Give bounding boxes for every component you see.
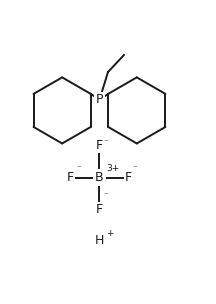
Text: F: F [96,203,103,216]
Text: +: + [106,229,113,238]
Text: F: F [96,139,103,152]
Text: ⁻: ⁻ [132,165,137,174]
Text: 3+: 3+ [106,164,119,173]
Text: P: P [96,93,103,106]
Text: F: F [67,171,74,184]
Text: ⁻: ⁻ [76,165,81,174]
Text: ⁻: ⁻ [103,191,108,200]
Text: H: H [95,234,104,247]
Text: B: B [95,171,104,184]
Text: ⁻: ⁻ [103,138,108,147]
Text: F: F [125,171,132,184]
